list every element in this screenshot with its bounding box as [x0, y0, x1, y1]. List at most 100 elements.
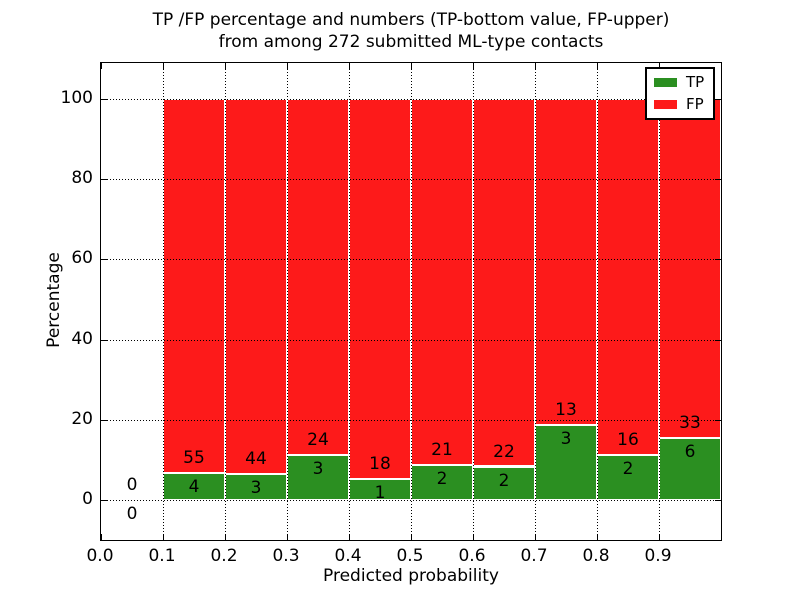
- y-tick-mark: [101, 259, 107, 261]
- fp-count-label: 21: [431, 440, 453, 461]
- x-tick-mark: [659, 63, 660, 69]
- gridline-vertical: [349, 63, 350, 540]
- tp-count-label: 0: [126, 503, 138, 524]
- bar-segment-tp: [535, 424, 597, 500]
- x-tick-mark: [349, 534, 350, 540]
- annotations-layer: 0 0 55 4 44 3 24 3 18 1 21 2 22 2 13 3 16 2 33 6: [101, 63, 721, 540]
- fp-count-label: 18: [369, 453, 391, 474]
- y-tick-label: 40: [71, 328, 93, 349]
- bar-segment-tp: [411, 465, 473, 500]
- fp-count-label: 22: [493, 441, 515, 462]
- legend: TP FP: [645, 67, 716, 120]
- y-tick-mark: [715, 179, 721, 181]
- chart-title: TP /FP percentage and numbers (TP-bottom…: [100, 9, 722, 53]
- y-tick-mark: [101, 339, 107, 341]
- x-tick-mark: [473, 63, 474, 69]
- bars-layer: [101, 63, 721, 540]
- fp-count-label: 0: [126, 474, 138, 495]
- x-tick-label: 0.4: [334, 546, 362, 566]
- gridline-vertical: [535, 63, 536, 540]
- x-tick-mark: [287, 534, 288, 540]
- bar-segment-fp: [225, 99, 287, 475]
- legend-item-fp: FP: [654, 96, 704, 112]
- bar-segment-fp: [287, 99, 349, 456]
- chart-title-line1: TP /FP percentage and numbers (TP-bottom…: [152, 10, 670, 30]
- fp-count-label: 55: [183, 447, 205, 468]
- plot-area: 0 0 55 4 44 3 24 3 18 1 21 2 22 2 13 3 16 2 33 6 TP FP: [100, 62, 722, 541]
- x-tick-label: 0.6: [458, 546, 486, 566]
- gridline-vertical: [287, 63, 288, 540]
- gridline-vertical: [411, 63, 412, 540]
- tp-count-label: 2: [498, 470, 510, 491]
- fp-count-label: 24: [307, 430, 329, 451]
- bar-segment-fp: [411, 99, 473, 466]
- x-axis-label: Predicted probability: [323, 566, 499, 586]
- x-tick-label: 0.3: [272, 546, 300, 566]
- y-tick-label: 0: [82, 488, 93, 509]
- gridline-vertical: [163, 63, 164, 540]
- fp-count-label: 33: [679, 413, 701, 434]
- tp-count-label: 3: [312, 459, 324, 480]
- x-tick-mark: [349, 63, 350, 69]
- fp-color-swatch: [654, 99, 677, 109]
- x-tick-mark: [225, 534, 226, 540]
- y-tick-mark: [101, 179, 107, 181]
- x-tick-mark: [535, 534, 536, 540]
- tp-count-label: 3: [560, 428, 572, 449]
- tp-count-label: 2: [436, 469, 448, 490]
- gridline-vertical: [659, 63, 660, 540]
- chart-title-line2: from among 272 submitted ML-type contact…: [218, 32, 604, 52]
- x-tick-mark: [597, 534, 598, 540]
- fp-count-label: 44: [245, 449, 267, 470]
- x-tick-mark: [411, 534, 412, 540]
- tp-count-label: 4: [188, 476, 200, 497]
- x-tick-label: 0.0: [86, 546, 114, 566]
- y-tick-label: 80: [71, 168, 93, 189]
- x-tick-label: 0.9: [644, 546, 672, 566]
- x-tick-mark: [597, 63, 598, 69]
- bar-segment-fp: [163, 99, 225, 473]
- y-tick-mark: [715, 499, 721, 501]
- y-tick-mark: [715, 419, 721, 421]
- legend-item-tp: TP: [654, 74, 704, 90]
- grid-layer: [101, 63, 721, 540]
- gridline-vertical: [225, 63, 226, 540]
- x-tick-mark: [411, 63, 412, 69]
- x-tick-mark: [101, 63, 102, 69]
- x-tick-mark: [473, 534, 474, 540]
- x-tick-label: 0.1: [148, 546, 176, 566]
- bar-segment-fp: [349, 99, 411, 479]
- x-tick-mark: [163, 534, 164, 540]
- y-tick-mark: [715, 259, 721, 261]
- x-tick-label: 0.8: [582, 546, 610, 566]
- x-tick-mark: [287, 63, 288, 69]
- y-tick-mark: [715, 339, 721, 341]
- bar-segment-tp: [597, 455, 659, 500]
- y-tick-mark: [101, 419, 107, 421]
- bar-segment-fp: [659, 99, 721, 439]
- x-tick-mark: [659, 534, 660, 540]
- gridline-vertical: [473, 63, 474, 540]
- tp-count-label: 3: [250, 478, 262, 499]
- x-tick-mark: [163, 63, 164, 69]
- tp-count-label: 1: [374, 482, 386, 503]
- gridline-vertical: [597, 63, 598, 540]
- legend-label-fp: FP: [686, 95, 704, 113]
- bar-segment-fp: [597, 99, 659, 456]
- fp-count-label: 16: [617, 430, 639, 451]
- bar-segment-tp: [659, 438, 721, 500]
- tp-color-swatch: [654, 77, 677, 87]
- y-tick-mark: [101, 99, 107, 101]
- bar-segment-tp: [163, 472, 225, 500]
- x-tick-mark: [535, 63, 536, 69]
- x-tick-label: 0.7: [520, 546, 548, 566]
- x-tick-label: 0.2: [210, 546, 238, 566]
- y-tick-mark: [101, 499, 107, 501]
- tp-count-label: 6: [684, 442, 696, 463]
- y-tick-label: 60: [71, 248, 93, 269]
- x-tick-mark: [225, 63, 226, 69]
- y-tick-label: 20: [71, 408, 93, 429]
- y-tick-mark: [715, 99, 721, 101]
- bar-segment-tp: [473, 466, 535, 500]
